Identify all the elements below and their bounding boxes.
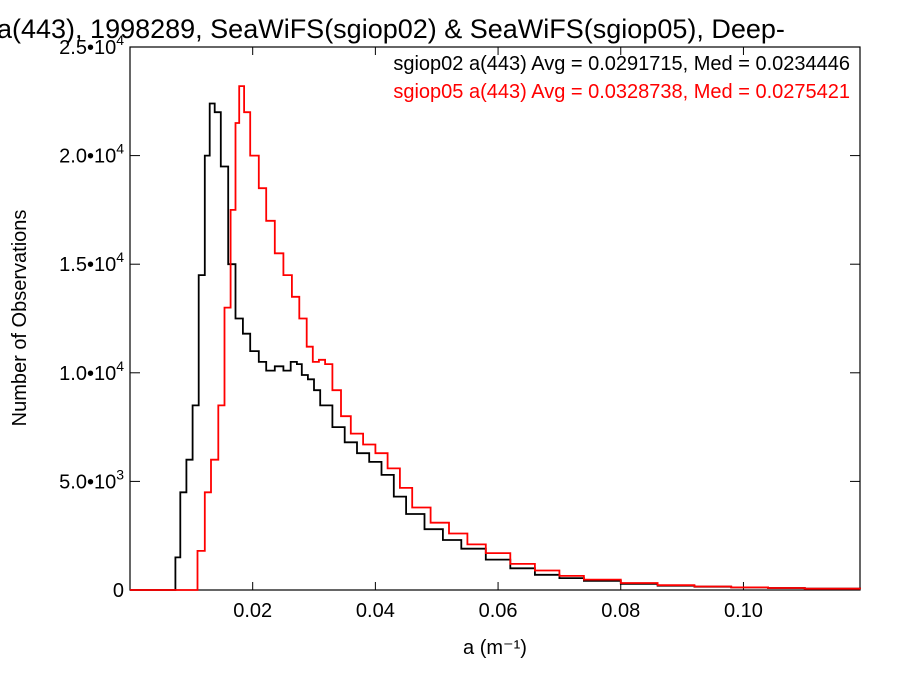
x-tick-label: 0.04 (356, 600, 395, 622)
y-axis-label: Number of Observations (9, 210, 31, 427)
x-tick-label: 0.06 (479, 600, 518, 622)
y-axis-ticks: 0 5.0•103 1.0•104 1.5•104 2.0•104 2.5•104 (59, 32, 860, 602)
series-line-sgiop02 (130, 102, 861, 591)
x-tick-label: 0.02 (233, 600, 272, 622)
chart-title: a(443), 1998289, SeaWiFS(sgiop02) & SeaW… (0, 14, 785, 44)
y-tick-label: 5.0•103 (59, 466, 124, 493)
series-line-sgiop05 (130, 85, 861, 591)
y-tick-label: 2.5•104 (59, 32, 124, 59)
legend-entry-sgiop05: sgiop05 a(443) Avg = 0.0328738, Med = 0.… (393, 81, 850, 103)
y-tick-label: 0 (113, 580, 124, 602)
legend-entry-sgiop02: sgiop02 a(443) Avg = 0.0291715, Med = 0.… (393, 53, 850, 75)
series-group (130, 85, 861, 591)
x-axis-label: a (m⁻¹) (463, 637, 527, 659)
x-axis-ticks: 0.02 0.04 0.06 0.08 0.10 (233, 47, 763, 622)
y-tick-label: 1.5•104 (59, 249, 124, 276)
x-tick-label: 0.08 (601, 600, 640, 622)
plot-frame (129, 46, 861, 591)
y-tick-label: 1.0•104 (59, 358, 124, 385)
x-tick-label: 0.10 (724, 600, 763, 622)
y-tick-label: 2.0•104 (59, 141, 124, 168)
